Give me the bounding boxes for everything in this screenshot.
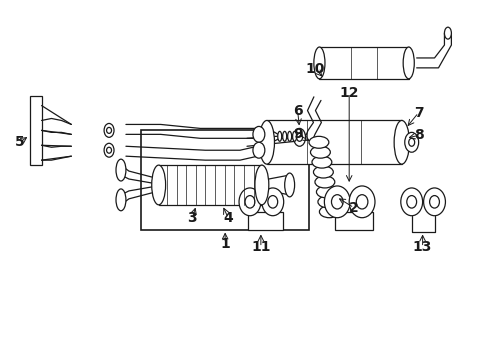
Bar bbox=[30, 96, 41, 165]
Ellipse shape bbox=[267, 195, 277, 208]
Ellipse shape bbox=[356, 195, 367, 209]
Bar bbox=[158, 165, 262, 205]
Ellipse shape bbox=[244, 195, 254, 208]
Text: 7: 7 bbox=[413, 105, 423, 120]
Ellipse shape bbox=[314, 176, 334, 188]
Bar bbox=[335, 212, 372, 230]
Bar bbox=[319, 47, 408, 79]
Ellipse shape bbox=[429, 195, 439, 208]
Text: 11: 11 bbox=[251, 240, 270, 255]
Ellipse shape bbox=[310, 146, 330, 158]
Ellipse shape bbox=[423, 188, 445, 216]
Ellipse shape bbox=[319, 206, 339, 218]
Ellipse shape bbox=[316, 186, 336, 198]
Text: 1: 1 bbox=[220, 237, 229, 251]
Ellipse shape bbox=[313, 47, 325, 79]
Ellipse shape bbox=[116, 159, 126, 181]
Ellipse shape bbox=[104, 123, 114, 137]
Ellipse shape bbox=[293, 129, 305, 146]
Text: 5: 5 bbox=[15, 135, 24, 149]
Bar bbox=[141, 130, 309, 230]
Ellipse shape bbox=[252, 126, 264, 142]
Ellipse shape bbox=[317, 196, 337, 208]
Text: 12: 12 bbox=[339, 86, 358, 100]
Ellipse shape bbox=[404, 132, 418, 152]
Ellipse shape bbox=[287, 131, 291, 141]
Text: 3: 3 bbox=[187, 211, 197, 225]
Ellipse shape bbox=[408, 138, 414, 146]
Ellipse shape bbox=[296, 133, 302, 141]
Ellipse shape bbox=[292, 131, 296, 141]
Text: 9: 9 bbox=[292, 127, 302, 141]
Ellipse shape bbox=[282, 131, 286, 141]
Text: 13: 13 bbox=[412, 240, 431, 255]
Ellipse shape bbox=[311, 156, 331, 168]
Ellipse shape bbox=[313, 166, 333, 178]
Ellipse shape bbox=[308, 136, 328, 148]
Ellipse shape bbox=[254, 165, 268, 205]
Ellipse shape bbox=[104, 143, 114, 157]
Ellipse shape bbox=[252, 142, 264, 158]
Text: 8: 8 bbox=[413, 129, 423, 142]
Ellipse shape bbox=[402, 47, 413, 79]
Text: 2: 2 bbox=[348, 201, 358, 215]
Ellipse shape bbox=[262, 188, 283, 216]
Ellipse shape bbox=[324, 186, 349, 218]
Ellipse shape bbox=[400, 188, 422, 216]
Ellipse shape bbox=[259, 121, 274, 164]
Bar bbox=[247, 212, 282, 230]
Ellipse shape bbox=[116, 189, 126, 211]
Ellipse shape bbox=[393, 121, 408, 164]
Ellipse shape bbox=[277, 131, 281, 141]
Ellipse shape bbox=[106, 147, 111, 153]
Ellipse shape bbox=[406, 195, 416, 208]
Text: 10: 10 bbox=[305, 62, 325, 76]
Ellipse shape bbox=[331, 195, 343, 209]
Ellipse shape bbox=[151, 165, 165, 205]
Ellipse shape bbox=[239, 188, 260, 216]
Text: 6: 6 bbox=[292, 104, 302, 118]
Text: 4: 4 bbox=[223, 211, 232, 225]
Ellipse shape bbox=[348, 186, 374, 218]
Ellipse shape bbox=[106, 127, 111, 133]
Ellipse shape bbox=[284, 173, 294, 197]
Ellipse shape bbox=[444, 27, 450, 39]
Bar bbox=[266, 121, 401, 164]
